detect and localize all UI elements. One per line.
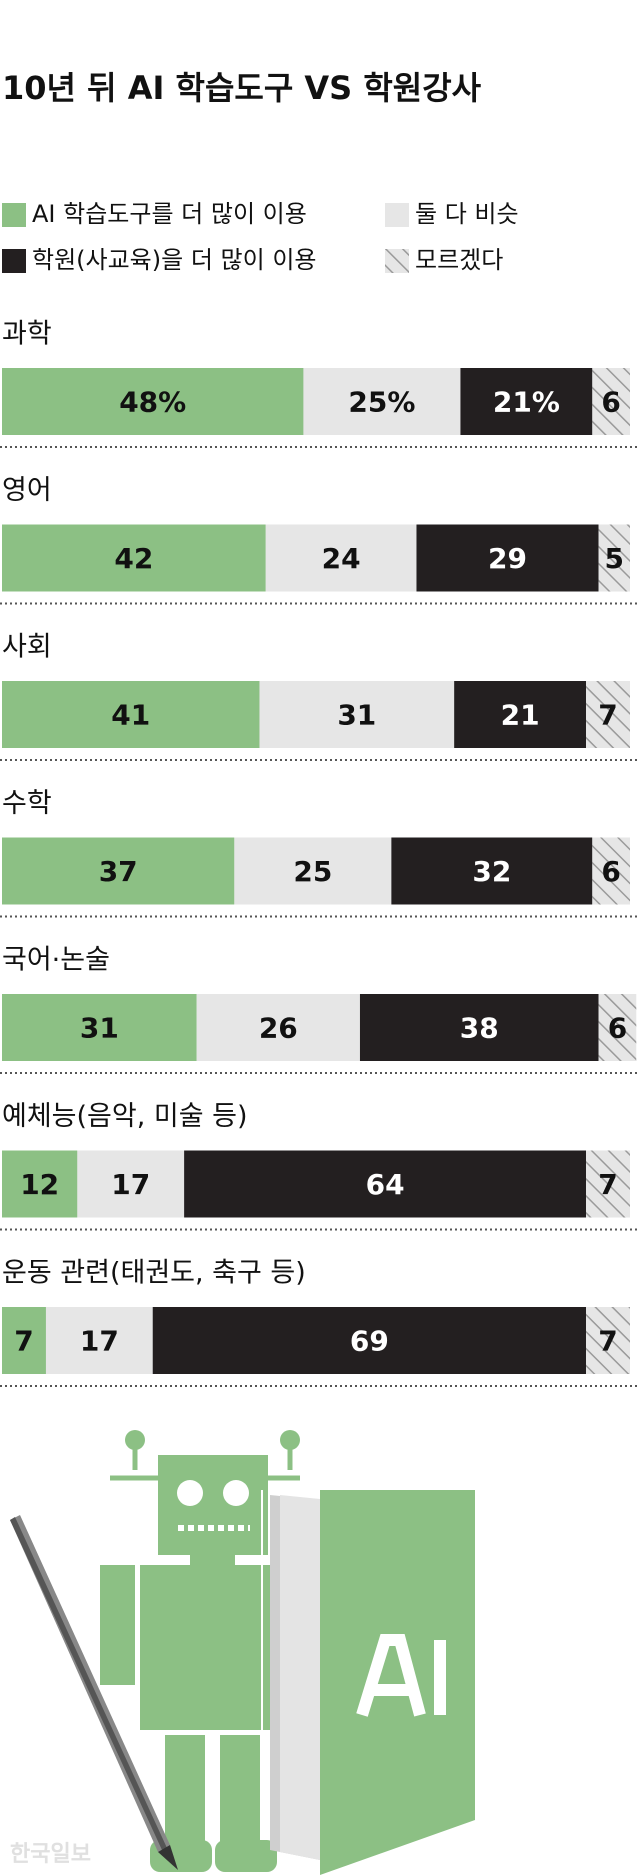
bar-segment (2, 1150, 78, 1218)
value-label: 7 (598, 1168, 617, 1201)
value-label: 31 (337, 699, 376, 732)
value-label: 6 (608, 1012, 627, 1045)
value-label: 6 (601, 855, 620, 888)
value-label: 25 (293, 855, 332, 888)
value-label: 6 (601, 386, 620, 419)
value-label: 41 (111, 699, 150, 732)
bar-segment (2, 368, 304, 435)
value-label: 42 (114, 542, 153, 575)
legend-label: 둘 다 비슷 (415, 200, 519, 228)
value-label: 25% (348, 386, 415, 419)
category-label: 수학 (2, 788, 52, 819)
category-label: 과학 (2, 319, 52, 350)
value-label: 69 (350, 1325, 389, 1358)
value-label: 37 (99, 855, 138, 888)
legend-swatch (385, 203, 409, 227)
bar-segment (77, 1150, 185, 1218)
bar-segment (2, 837, 235, 905)
legend-swatch (2, 203, 26, 227)
bar-segment (598, 524, 630, 592)
value-label: 31 (80, 1012, 119, 1045)
value-label: 12 (20, 1168, 59, 1201)
value-label: 64 (366, 1168, 405, 1201)
bar-segment (454, 681, 587, 748)
bar-segment (586, 1150, 630, 1218)
category-label: 운동 관련(태권도, 축구 등) (2, 1258, 306, 1289)
bar-segment (2, 524, 266, 592)
value-label: 7 (598, 699, 617, 732)
bar-segment (460, 368, 593, 435)
legend-swatch (385, 249, 409, 273)
bar-segment (184, 1150, 587, 1218)
bar-segment (2, 1307, 46, 1374)
bar-segment (586, 681, 630, 748)
legend-label: 학원(사교육)을 더 많이 이용 (32, 246, 317, 274)
value-label: 26 (259, 1012, 298, 1045)
bar-segment (152, 1307, 587, 1374)
value-label: 7 (598, 1325, 617, 1358)
category-label: 국어·논술 (2, 945, 110, 976)
bar-segment (359, 994, 599, 1061)
value-label: 48% (119, 386, 186, 419)
bar-segment (598, 994, 637, 1061)
value-label: 21% (493, 386, 560, 419)
bar-segment (265, 524, 417, 592)
value-label: 32 (472, 855, 511, 888)
bar-segment (592, 837, 630, 905)
value-label: 21 (501, 699, 540, 732)
category-label: 영어 (2, 475, 52, 506)
value-label: 5 (605, 542, 624, 575)
value-label: 7 (14, 1325, 33, 1358)
bar-segment (416, 524, 599, 592)
bar-segment (45, 1307, 153, 1374)
bar-segment (196, 994, 360, 1061)
bar-segment (234, 837, 392, 905)
category-label: 사회 (2, 632, 52, 663)
value-label: 17 (80, 1325, 119, 1358)
chart-title: 10년 뒤 AI 학습도구 VS 학원강사 (2, 69, 482, 107)
category-label: 예체능(음악, 미술 등) (2, 1101, 248, 1132)
bar-segment (2, 681, 260, 748)
watermark: 한국일보 (10, 1842, 91, 1867)
legend-swatch (2, 249, 26, 273)
bar-segment (391, 837, 593, 905)
illustration (10, 1430, 475, 1875)
value-label: 38 (460, 1012, 499, 1045)
bar-segment (2, 994, 197, 1061)
legend-label: 모르겠다 (415, 246, 503, 274)
value-label: 29 (488, 542, 527, 575)
value-label: 24 (322, 542, 361, 575)
value-label: 17 (111, 1168, 150, 1201)
bar-segment (592, 368, 630, 435)
bar-segment (303, 368, 461, 435)
bar-segment (586, 1307, 630, 1374)
legend-label: AI 학습도구를 더 많이 이용 (32, 200, 307, 228)
bar-segment (259, 681, 455, 748)
